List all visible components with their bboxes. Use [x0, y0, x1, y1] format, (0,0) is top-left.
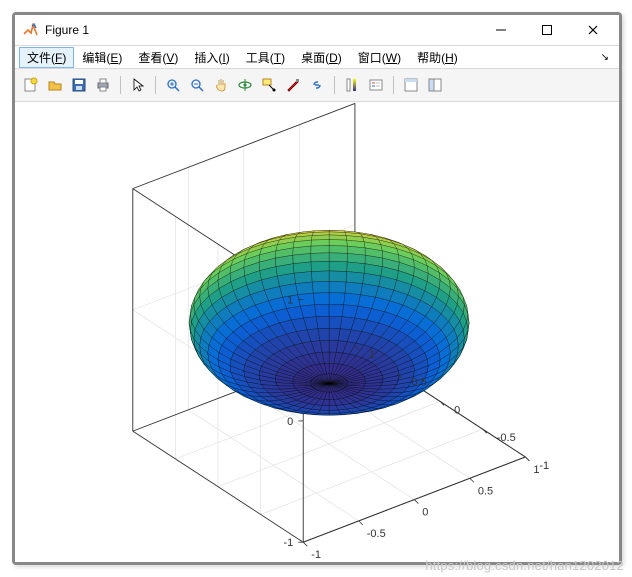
save-button[interactable] [69, 75, 89, 95]
menu-item-v[interactable]: 查看(V) [130, 47, 186, 68]
menu-item-d[interactable]: 桌面(D) [293, 47, 350, 68]
svg-text:-1: -1 [539, 460, 549, 472]
toolbar-separator [155, 76, 156, 94]
titlebar: Figure 1 [15, 15, 619, 46]
window-title: Figure 1 [45, 23, 89, 37]
pointer-button[interactable] [128, 75, 148, 95]
svg-text:1: 1 [369, 349, 375, 361]
open-button[interactable] [45, 75, 65, 95]
toolbar-separator [393, 76, 394, 94]
toolbar-separator [120, 76, 121, 94]
close-button[interactable] [579, 24, 607, 36]
toolbar-separator [334, 76, 335, 94]
menu-item-f[interactable]: 文件(F) [19, 47, 74, 68]
svg-text:0: 0 [422, 507, 428, 519]
axes-3d[interactable]: -1-0.500.51-1-0.500.51-101 [15, 102, 619, 562]
menu-item-i[interactable]: 插入(I) [186, 47, 237, 68]
minimize-button[interactable] [487, 24, 515, 36]
svg-text:0: 0 [454, 404, 460, 416]
legend-button[interactable] [366, 75, 386, 95]
menu-item-w[interactable]: 窗口(W) [350, 47, 409, 68]
pan-button[interactable] [211, 75, 231, 95]
brush-button[interactable] [283, 75, 303, 95]
svg-text:-0.5: -0.5 [497, 432, 516, 444]
menu-item-h[interactable]: 帮助(H) [409, 47, 466, 68]
new-figure-button[interactable] [21, 75, 41, 95]
zoom-in-button[interactable] [163, 75, 183, 95]
svg-text:0.5: 0.5 [478, 485, 493, 497]
zoom-out-button[interactable] [187, 75, 207, 95]
figure-window: Figure 1 文件(F)编辑(E)查看(V)插入(I)工具(T)桌面(D)窗… [12, 12, 622, 565]
svg-text:-1: -1 [283, 537, 293, 549]
print-button[interactable] [93, 75, 113, 95]
menu-item-e[interactable]: 编辑(E) [74, 47, 130, 68]
link-button[interactable] [307, 75, 327, 95]
menu-item-t[interactable]: 工具(T) [238, 47, 293, 68]
svg-text:1: 1 [287, 295, 293, 307]
colorbar-button[interactable] [342, 75, 362, 95]
dock-button[interactable] [425, 75, 445, 95]
svg-text:0.5: 0.5 [412, 377, 427, 389]
hide-tools-button[interactable] [401, 75, 421, 95]
svg-text:-1: -1 [311, 549, 321, 561]
menu-chevron-icon[interactable]: ↘ [601, 52, 615, 63]
matlab-icon [23, 22, 39, 38]
svg-text:0: 0 [287, 416, 293, 428]
maximize-button[interactable] [533, 24, 561, 36]
surface-plot: -1-0.500.51-1-0.500.51-101 [15, 102, 619, 562]
svg-text:-0.5: -0.5 [367, 528, 386, 540]
menubar: 文件(F)编辑(E)查看(V)插入(I)工具(T)桌面(D)窗口(W)帮助(H)… [15, 46, 619, 69]
toolbar [15, 69, 619, 102]
rotate3d-button[interactable] [235, 75, 255, 95]
data-cursor-button[interactable] [259, 75, 279, 95]
